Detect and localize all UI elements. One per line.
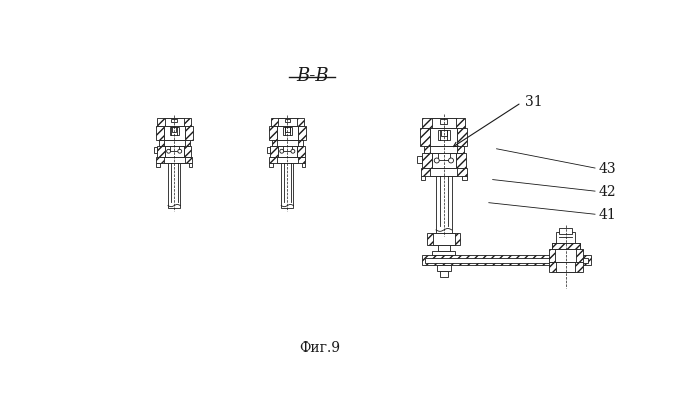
Bar — [172, 128, 176, 133]
Bar — [278, 146, 297, 157]
Bar — [421, 177, 425, 181]
Bar — [157, 119, 191, 126]
Bar — [428, 233, 460, 246]
Bar — [165, 119, 184, 126]
Text: 41: 41 — [599, 208, 617, 222]
Bar — [157, 164, 159, 167]
Bar — [555, 249, 577, 262]
Bar — [171, 120, 177, 123]
Bar — [170, 128, 179, 136]
Bar — [425, 258, 589, 263]
Text: 31: 31 — [525, 95, 543, 109]
Bar — [154, 148, 157, 154]
Bar — [278, 119, 297, 126]
Bar — [168, 164, 180, 208]
Bar — [156, 126, 164, 141]
Bar — [270, 157, 305, 164]
Bar — [556, 262, 575, 273]
Bar — [164, 141, 185, 146]
Bar — [284, 120, 290, 123]
Bar — [267, 148, 270, 154]
Bar — [165, 146, 184, 157]
Bar — [433, 252, 455, 256]
Bar — [552, 244, 579, 249]
Bar — [431, 168, 457, 177]
Bar — [422, 119, 466, 128]
Bar — [549, 249, 582, 262]
Bar — [437, 266, 451, 271]
Bar — [438, 154, 449, 161]
Bar — [549, 262, 582, 273]
Bar — [170, 146, 179, 152]
Bar — [438, 246, 449, 252]
Bar — [164, 126, 185, 141]
Bar — [432, 119, 456, 128]
Circle shape — [166, 150, 171, 154]
Bar — [420, 128, 431, 147]
Text: 42: 42 — [599, 185, 617, 199]
Bar — [440, 271, 448, 277]
Bar — [157, 157, 192, 164]
Bar — [185, 126, 193, 141]
Bar — [298, 126, 305, 141]
Bar — [297, 146, 305, 157]
Bar — [463, 177, 467, 181]
Bar — [283, 146, 291, 152]
Bar — [421, 154, 432, 168]
Bar — [441, 131, 447, 136]
Bar — [438, 131, 449, 140]
Bar — [440, 120, 447, 124]
Bar — [157, 146, 165, 157]
Bar — [269, 126, 277, 141]
Text: В-В: В-В — [296, 66, 329, 84]
Bar — [277, 126, 298, 141]
Circle shape — [178, 150, 182, 154]
Bar — [431, 128, 457, 147]
Bar — [432, 154, 456, 168]
Bar — [271, 119, 304, 126]
Text: 43: 43 — [599, 161, 617, 176]
Bar — [424, 147, 464, 154]
Bar — [270, 146, 278, 157]
Bar — [283, 128, 291, 136]
Bar — [436, 177, 452, 233]
Circle shape — [434, 159, 439, 164]
Bar — [556, 233, 575, 244]
Bar — [559, 228, 572, 234]
Bar — [457, 128, 468, 147]
Bar — [277, 157, 298, 164]
Bar — [159, 141, 190, 146]
Bar — [552, 244, 579, 249]
Bar — [277, 141, 298, 146]
Bar — [270, 164, 273, 167]
Bar — [184, 146, 192, 157]
Bar — [272, 141, 303, 146]
Text: Фиг.9: Фиг.9 — [299, 340, 340, 354]
Bar — [281, 164, 294, 208]
Bar — [285, 128, 289, 133]
Circle shape — [449, 159, 454, 164]
Bar — [302, 164, 305, 167]
Bar — [421, 168, 467, 177]
Bar — [189, 164, 192, 167]
Bar — [456, 154, 466, 168]
Bar — [164, 157, 185, 164]
Circle shape — [291, 150, 295, 154]
Bar — [422, 256, 591, 266]
Bar — [433, 233, 454, 246]
Circle shape — [280, 150, 284, 154]
Bar — [431, 147, 457, 154]
Bar — [417, 156, 421, 163]
